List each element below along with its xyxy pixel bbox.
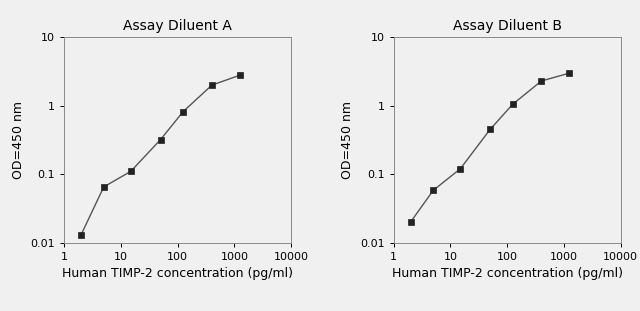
Title: Assay Diluent B: Assay Diluent B: [452, 19, 562, 33]
Title: Assay Diluent A: Assay Diluent A: [123, 19, 232, 33]
X-axis label: Human TIMP-2 concentration (pg/ml): Human TIMP-2 concentration (pg/ml): [392, 267, 623, 280]
Y-axis label: OD=450 nm: OD=450 nm: [341, 101, 355, 179]
Y-axis label: OD=450 nm: OD=450 nm: [12, 101, 25, 179]
X-axis label: Human TIMP-2 concentration (pg/ml): Human TIMP-2 concentration (pg/ml): [62, 267, 293, 280]
